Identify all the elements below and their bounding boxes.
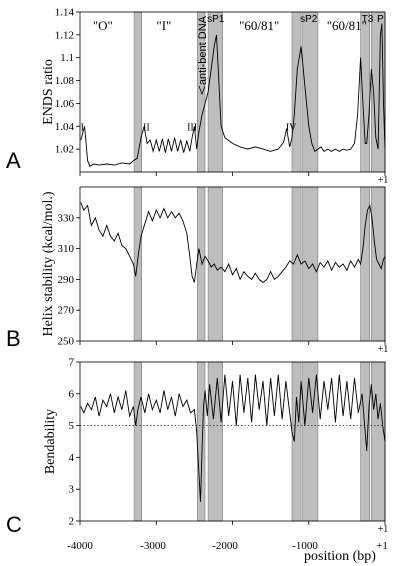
peak-label: IV [286,122,297,133]
panel-letter: C [6,512,22,537]
y-tick-label: 1.04 [55,121,75,133]
shaded-region [133,186,143,342]
series-line [80,23,386,167]
shaded-region [207,361,223,522]
y-tick-label: 250 [58,336,75,348]
chart-panels: 1.02 1.04 1.06 1.08 1.1 1.12 1.14 ENDS ratio A +1… [6,7,388,538]
x-end-label: +1 [378,175,389,186]
x-tick-label: -2000 [212,540,238,552]
shaded-region [302,11,319,173]
region-label: sP1 [207,14,225,25]
panel-letter: B [6,326,21,351]
shaded-region [133,11,143,173]
arrow-icon [198,85,206,96]
shaded-regions [133,11,386,522]
region-label: "O" [93,18,113,33]
x-axis-label: position (bp) [304,549,376,564]
y-tick-label: 270 [58,305,75,317]
shaded-region [360,186,371,342]
shaded-region [360,361,371,522]
y-tick-label: 1.02 [55,144,74,156]
shaded-region [207,186,223,342]
peak-label: II [143,122,150,133]
y-tick-label: 290 [58,274,75,286]
series-line [80,202,386,284]
region-label: "60/81" [327,18,367,33]
shaded-region [291,11,302,173]
peak-label: III [187,122,197,133]
shaded-region [207,11,223,173]
plot-frame [79,11,386,173]
panel-C: 2 3 4 5 6 7 Bendability C +1 [6,357,388,538]
y-tick-label: 6 [69,388,75,400]
y-tick-label: 5 [69,420,75,432]
y-tick-label: 3 [69,484,75,496]
y-tick-label: 330 [58,212,75,224]
x-end-label: +1 [378,524,389,535]
shaded-region [370,186,386,342]
shaded-region [291,361,302,522]
region-label: T3 [362,14,374,25]
y-tick-label: 1.14 [55,7,75,19]
y-tick-label: 1.08 [55,75,75,87]
peak-label: I [81,122,84,133]
y-tick-label: 4 [69,452,75,464]
region-label: sP2 [300,14,318,25]
shaded-region [197,361,206,522]
y-tick-label: 2 [69,516,75,528]
y-tick-label: 1.06 [55,98,75,110]
series-line [80,374,386,502]
region-label: "60/81" [239,18,279,33]
x-tick-label: -3000 [140,540,166,552]
region-label: "I" [156,18,171,33]
y-tick-label: 1.12 [55,29,74,41]
x-tick-label: +1 [376,540,388,552]
region-label: P [377,14,384,25]
y-tick-label: 310 [58,243,75,255]
y-axis-label: Bendability [43,409,58,474]
y-axis-label: ENDS ratio [41,59,56,125]
shaded-region [370,361,386,522]
panel-letter: A [6,148,21,173]
shaded-region [302,186,319,342]
x-tick-label: -1000 [292,540,318,552]
panel-A: 1.02 1.04 1.06 1.08 1.1 1.12 1.14 ENDS ratio A +1… [6,7,388,187]
y-axis-label: Helix stability (kcal/mol.) [41,191,56,336]
shaded-region [197,186,206,342]
shaded-region [133,361,143,522]
plot-frame [79,186,386,342]
region-label: anti-bent DNA [197,15,209,85]
y-tick-label: 7 [69,357,75,369]
x-tick-label: -4000 [67,540,93,552]
y-tick-label: 1.1 [60,52,74,64]
x-end-label: +1 [378,344,389,355]
